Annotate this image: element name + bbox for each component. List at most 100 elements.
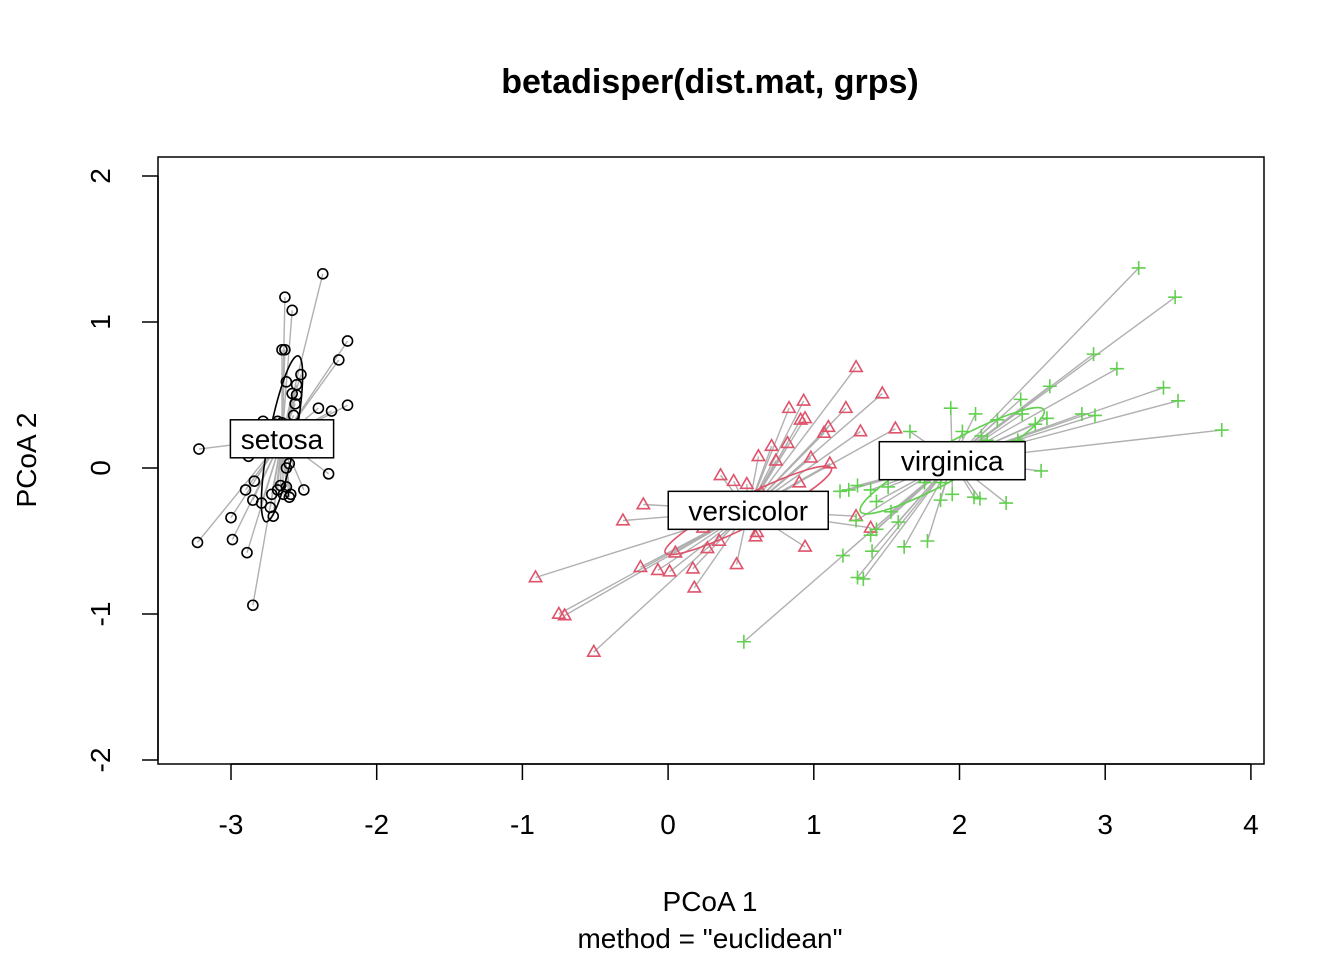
point: [797, 538, 813, 552]
point: [267, 510, 280, 522]
point: [295, 368, 307, 381]
centroid-label-box: [878, 440, 1026, 481]
x-tick-label: 3: [1097, 809, 1113, 840]
point: [739, 475, 755, 490]
point: [711, 532, 727, 547]
point: [265, 488, 278, 501]
x-tick-label: -2: [364, 809, 389, 840]
point: [793, 411, 809, 425]
point: [863, 482, 878, 497]
versicolor-label: versicolor: [667, 490, 829, 531]
y-tick-label: -2: [85, 748, 116, 773]
point: [685, 560, 701, 574]
point: [1168, 290, 1183, 305]
point: [999, 496, 1014, 511]
point: [667, 544, 683, 558]
point: [850, 478, 865, 493]
point: [729, 556, 745, 570]
chart-subtitle: method = "euclidean": [577, 923, 842, 954]
point: [279, 291, 291, 303]
point: [891, 515, 906, 530]
segment: [743, 460, 953, 643]
point: [1156, 380, 1171, 395]
x-axis: -3 -2 -1 0 1 2 3 4: [219, 763, 1259, 840]
point: [1109, 361, 1124, 376]
point: [1086, 347, 1101, 362]
point: [972, 491, 987, 506]
point: [333, 354, 345, 366]
point: [736, 634, 751, 649]
point: [1013, 392, 1028, 407]
plot-area: setosa versicolor virginica: [191, 260, 1229, 657]
point: [1214, 423, 1229, 438]
point: [322, 468, 335, 480]
point: [816, 424, 832, 438]
plot-frame: [157, 156, 1265, 765]
x-tick-label: 2: [952, 809, 968, 840]
point: [277, 488, 290, 501]
point: [1088, 408, 1102, 423]
point: [726, 473, 742, 487]
point: [884, 504, 899, 519]
x-tick-label: -3: [219, 809, 244, 840]
point: [869, 522, 884, 537]
point: [686, 579, 702, 593]
point: [797, 410, 813, 424]
point: [850, 570, 865, 585]
setosa-label: setosa: [229, 419, 335, 459]
centroid-label-text: versicolor: [688, 495, 808, 526]
point: [943, 401, 958, 416]
point: [820, 419, 836, 433]
point: [955, 424, 970, 439]
point: [874, 385, 890, 399]
point: [650, 562, 666, 576]
x-axis-title: PCoA 1: [663, 886, 758, 917]
point: [289, 397, 301, 410]
segment: [747, 366, 857, 511]
point: [781, 400, 797, 414]
point: [897, 539, 912, 554]
point: [280, 481, 293, 493]
y-tick-label: -1: [85, 602, 116, 627]
point: [968, 406, 983, 421]
point: [747, 528, 764, 542]
point: [1034, 463, 1049, 478]
point: [863, 528, 878, 543]
y-axis: -2 -1 0 1 2: [85, 168, 159, 773]
point: [341, 335, 354, 347]
point: [865, 544, 880, 559]
point: [276, 343, 288, 356]
point: [849, 513, 864, 528]
point: [699, 540, 715, 554]
point: [239, 484, 252, 496]
point: [527, 569, 544, 583]
point: [283, 457, 296, 470]
point: [881, 479, 896, 494]
point: [796, 392, 812, 406]
point: [833, 484, 848, 499]
point: [1074, 406, 1089, 421]
point: [856, 571, 871, 586]
y-tick-label: 0: [85, 460, 116, 476]
point: [615, 512, 631, 526]
point: [902, 424, 917, 439]
point: [1042, 379, 1057, 394]
point: [226, 533, 239, 546]
point: [1131, 260, 1146, 275]
point: [586, 643, 602, 657]
point: [945, 487, 960, 502]
point: [286, 304, 298, 317]
point: [298, 484, 310, 496]
point: [822, 455, 838, 469]
point: [920, 534, 935, 548]
point: [661, 563, 678, 577]
y-axis-title: PCoA 2: [11, 413, 42, 508]
x-tick-label: -1: [510, 809, 535, 840]
centroid-label-box: [229, 419, 335, 459]
point: [763, 437, 780, 452]
point: [750, 448, 766, 462]
point: [632, 559, 648, 573]
point: [780, 435, 796, 449]
point: [852, 423, 868, 437]
point: [1171, 393, 1186, 408]
